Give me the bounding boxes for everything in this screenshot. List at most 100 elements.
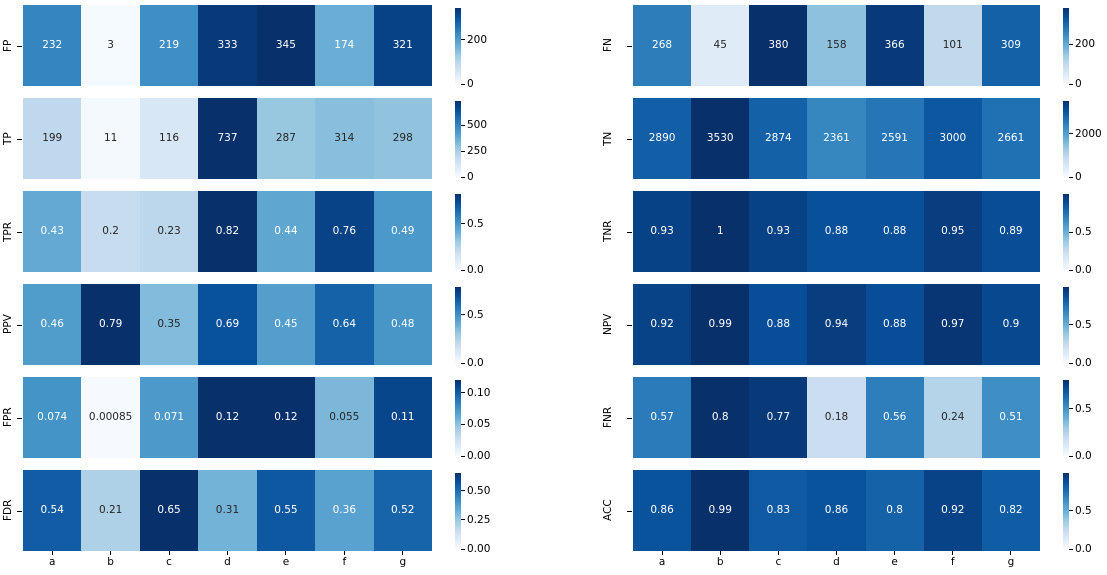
cell-value: 0.88 <box>882 225 907 238</box>
xtick-label-e: e <box>282 556 290 568</box>
cell-FPR-b: 0.00085 <box>81 377 140 458</box>
cell-value: 11 <box>103 132 118 145</box>
cell-value: 0.69 <box>215 318 240 331</box>
cell-value: 0.31 <box>215 504 240 517</box>
colorbar-tick-label: 500 <box>467 119 488 132</box>
xtick-mark <box>894 551 896 555</box>
colorbar-tick-mark <box>1069 133 1073 135</box>
colorbar-tick-mark <box>1069 362 1073 364</box>
cell-FN-g: 309 <box>981 5 1040 86</box>
cell-value: 3 <box>107 39 114 52</box>
colorbar-tick-label: 0.5 <box>1075 504 1092 517</box>
cell-value: 0.65 <box>157 504 181 517</box>
cell-TP-b: 11 <box>81 98 140 179</box>
colorbar-tick-mark <box>1069 269 1073 271</box>
cell-FP-d: 333 <box>198 5 257 86</box>
cell-FPR-g: 0.11 <box>373 377 432 458</box>
xtick-mark <box>719 551 721 555</box>
cell-value: 0.94 <box>824 318 849 331</box>
cell-TPR-d: 0.82 <box>198 191 257 272</box>
cell-value: 380 <box>768 39 789 52</box>
cell-value: 737 <box>217 132 238 145</box>
cell-TN-g: 2661 <box>981 98 1040 179</box>
cell-NPV-g: 0.9 <box>981 284 1040 365</box>
cell-TP-e: 287 <box>256 98 316 179</box>
cell-FDR-b: 0.21 <box>81 470 140 551</box>
colorbar-tick-mark <box>461 490 465 492</box>
cell-value: 287 <box>275 132 296 145</box>
cell-value: 0.99 <box>708 504 732 517</box>
cell-PPV-g: 0.48 <box>373 284 432 365</box>
cell-value: 0.2 <box>102 225 119 238</box>
colorbar-tick-label: 2000 <box>1075 127 1102 140</box>
cell-value: 333 <box>217 39 238 52</box>
cell-value: 0.92 <box>941 504 965 517</box>
cell-FN-d: 158 <box>807 5 866 86</box>
cell-value: 268 <box>652 39 673 52</box>
heatmap-row-FNR: 0.57 0.8 0.77 0.18 0.56 0.24 0.51 <box>633 377 1040 458</box>
colorbar-tick-mark <box>1069 548 1073 550</box>
cell-FNR-b: 0.8 <box>691 377 750 458</box>
cell-TNR-e: 0.88 <box>865 191 924 272</box>
cell-FN-c: 380 <box>749 5 808 86</box>
cell-value: 3000 <box>939 132 967 145</box>
colorbar-tick-mark <box>461 455 465 457</box>
colorbar-FPR <box>455 380 461 456</box>
ytick-label-TN: TN <box>602 131 614 146</box>
ytick-label-ACC: ACC <box>602 499 614 522</box>
cell-value: 1 <box>716 225 724 238</box>
xtick-mark <box>777 551 779 555</box>
colorbar-tick-mark <box>1069 455 1073 457</box>
colorbar-tick-mark <box>461 519 465 521</box>
xtick-label-b: b <box>716 556 724 568</box>
cell-ACC-e: 0.8 <box>865 470 924 551</box>
cell-value: 0.12 <box>274 411 298 424</box>
cell-FPR-e: 0.12 <box>256 377 316 458</box>
ytick-label-TNR: TNR <box>602 220 614 243</box>
ytick-mark <box>17 510 22 512</box>
cell-value: 0.23 <box>157 225 181 238</box>
cell-value: 0.54 <box>40 504 64 517</box>
colorbar-tick-label: 0.5 <box>1075 226 1092 238</box>
cell-value: 0.52 <box>391 504 415 517</box>
cell-TN-a: 2890 <box>633 98 692 179</box>
ytick-mark <box>627 45 632 47</box>
cell-value: 0.43 <box>40 225 64 238</box>
cell-TPR-g: 0.49 <box>373 191 432 272</box>
colorbar-tick-label: 250 <box>467 145 488 158</box>
colorbar-tick-label: 0 <box>1075 171 1082 183</box>
colorbar-tick-label: 0.5 <box>467 217 484 230</box>
cell-NPV-b: 0.99 <box>691 284 750 365</box>
cell-FDR-c: 0.65 <box>139 470 199 551</box>
ytick-mark <box>17 231 22 233</box>
cell-PPV-f: 0.64 <box>315 284 374 365</box>
xtick-label-c: c <box>166 556 172 568</box>
colorbar-tick-label: 200 <box>1075 38 1096 50</box>
colorbar-tick-label: 0.50 <box>467 484 491 497</box>
cell-value: 0.21 <box>98 504 123 517</box>
cell-TP-g: 298 <box>373 98 432 179</box>
cell-TNR-f: 0.95 <box>923 191 982 272</box>
cell-value: 0.82 <box>999 504 1023 517</box>
colorbar-TP <box>455 101 461 177</box>
colorbar-tick-label: 0.0 <box>1075 264 1092 276</box>
colorbar-tick-mark <box>1069 408 1073 409</box>
cell-ACC-c: 0.83 <box>749 470 808 551</box>
cell-value: 0.93 <box>650 225 674 238</box>
xtick-label-f: f <box>342 556 347 568</box>
cell-value: 0.83 <box>766 504 791 517</box>
cell-value: 0.57 <box>650 411 674 424</box>
colorbar-FN <box>1063 8 1069 84</box>
cell-value: 298 <box>392 132 413 145</box>
xtick-label-g: g <box>399 556 407 568</box>
cell-PPV-d: 0.69 <box>198 284 257 365</box>
cell-value: 0.86 <box>650 504 674 517</box>
cell-value: 101 <box>942 39 963 52</box>
heatmap-row-NPV: 0.92 0.99 0.88 0.94 0.88 0.97 0.9 <box>633 284 1040 365</box>
cell-PPV-c: 0.35 <box>139 284 199 365</box>
cell-NPV-f: 0.97 <box>923 284 982 365</box>
cell-ACC-a: 0.86 <box>633 470 692 551</box>
colorbar-FNR <box>1063 380 1069 456</box>
colorbar-tick-label: 0.5 <box>467 308 484 321</box>
cell-NPV-a: 0.92 <box>633 284 692 365</box>
